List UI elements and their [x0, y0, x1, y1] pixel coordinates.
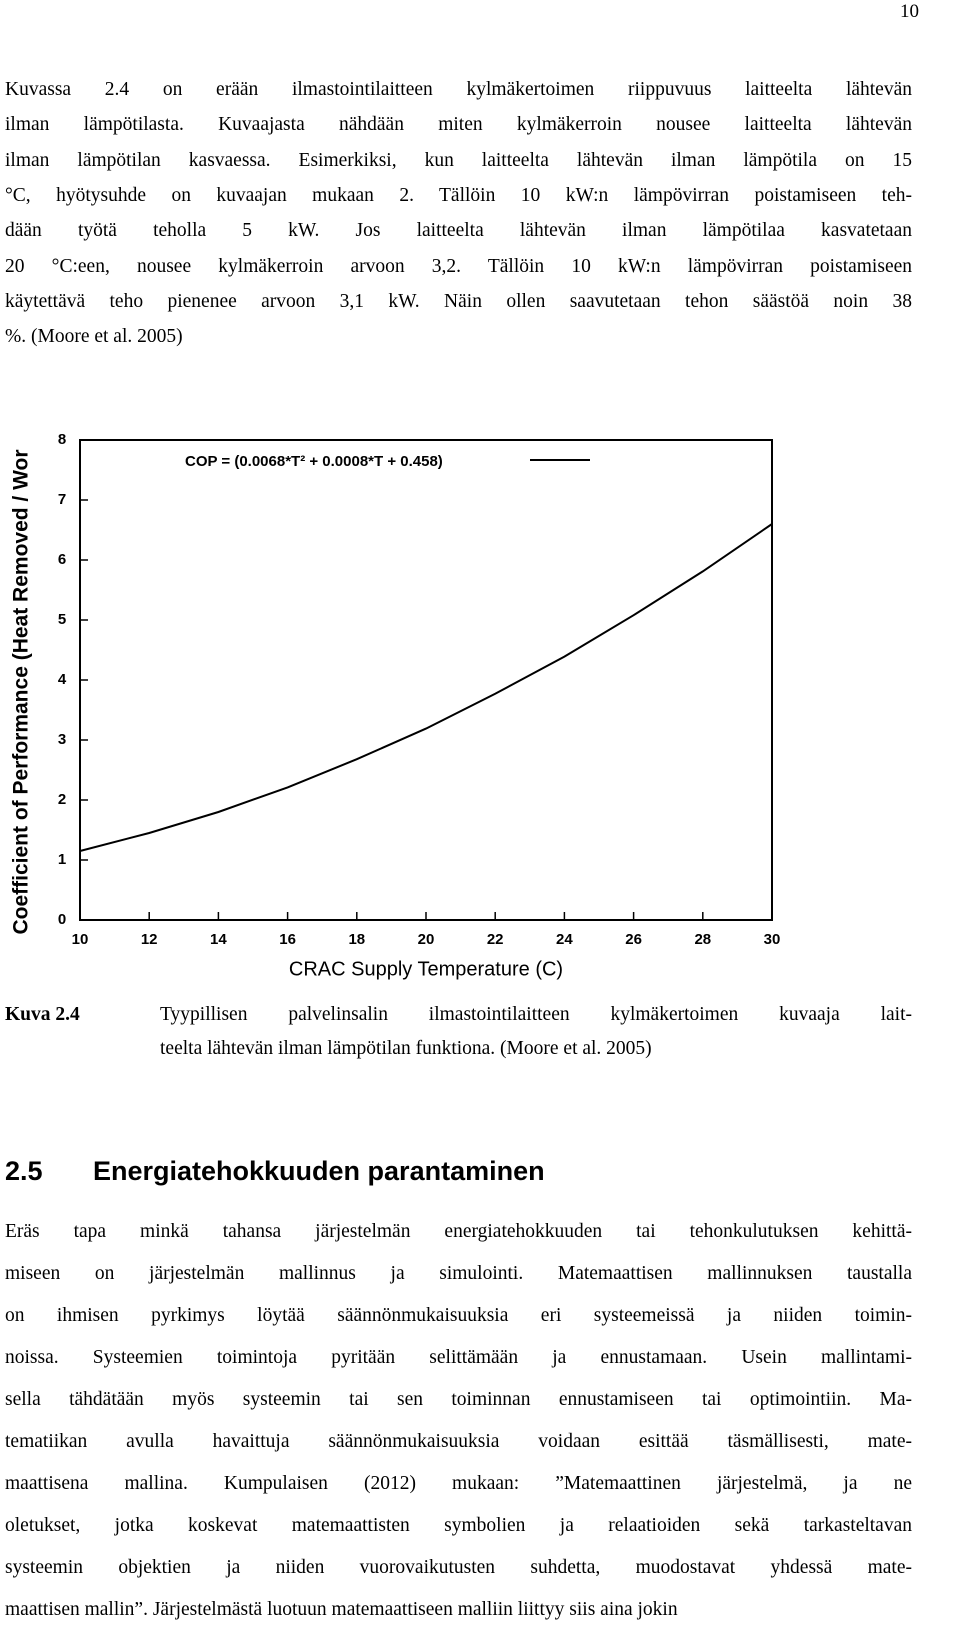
text-line: systeemin objektien ja niiden vuorovaiku…: [5, 1557, 912, 1578]
text-line: 20 °C:een, nousee kylmäkerroin arvoon 3,…: [5, 255, 912, 277]
section-number: 2.5: [5, 1156, 43, 1186]
x-tick-label: 18: [348, 931, 365, 948]
text-line: %. (Moore et al. 2005): [5, 326, 183, 348]
x-axis-label: CRAC Supply Temperature (C): [289, 958, 563, 980]
line-series: [79, 523, 773, 852]
caption-line: teelta lähtevän ilman lämpötilan funktio…: [160, 1038, 652, 1059]
y-tick-label: 4: [58, 671, 67, 688]
text-line: ilman lämpötilasta. Kuvaajasta nähdään m…: [5, 114, 912, 136]
text-line: käytettävä teho pienenee arvoon 3,1 kW. …: [5, 290, 912, 312]
text-line: dään työtä teholla 5 kW. Jos laitteelta …: [5, 220, 912, 242]
x-tick-label: 30: [764, 931, 781, 948]
y-tick-label: 5: [58, 611, 66, 628]
x-tick-label: 10: [72, 931, 89, 948]
text-line: noissa. Systeemien toimintoja pyritään s…: [5, 1347, 912, 1368]
text-line: oletukset, jotka koskevat matemaattisten…: [5, 1515, 912, 1536]
x-tick-label: 24: [556, 931, 573, 948]
y-tick-label: 8: [58, 431, 66, 448]
page-number: 10: [900, 1, 919, 22]
x-tick-label: 28: [694, 931, 711, 948]
caption-line: Tyypillisen palvelinsalin ilmastointilai…: [160, 1004, 912, 1025]
plot-frame: [79, 439, 773, 921]
text-line: maattisen mallin”. Järjestelmästä luotuu…: [5, 1599, 678, 1620]
text-line: Eräs tapa minkä tahansa järjestelmän ene…: [5, 1221, 912, 1242]
legend-label: COP = (0.0068*T² + 0.0008*T + 0.458): [185, 453, 443, 470]
x-tick-label: 12: [141, 931, 158, 948]
text-line: maattisena mallina. Kumpulaisen (2012) m…: [5, 1473, 912, 1494]
x-tick-label: 20: [418, 931, 435, 948]
text-line: sella tähdätään myös systeemin tai sen t…: [5, 1389, 912, 1410]
text-line: ilman lämpötilan kasvaessa. Esimerkiksi,…: [5, 149, 912, 171]
text-line: on ihmisen pyrkimys löytää säännönmukais…: [5, 1305, 912, 1326]
y-axis-label: Coefficient of Performance (Heat Removed…: [10, 449, 33, 934]
x-tick-label: 26: [625, 931, 642, 948]
text-line: °C, hyötysuhde on kuvaajan mukaan 2. Täl…: [5, 184, 912, 206]
x-tick-label: 14: [210, 931, 227, 948]
text-line: miseen on järjestelmän mallinnus ja simu…: [5, 1263, 912, 1284]
y-tick-label: 3: [58, 731, 66, 748]
y-tick-label: 7: [58, 491, 66, 508]
caption-label: Kuva 2.4: [5, 1004, 80, 1025]
section-title: Energiatehokkuuden parantaminen: [93, 1156, 545, 1186]
x-tick-label: 16: [279, 931, 296, 948]
text-line: Kuvassa 2.4 on erään ilmastointilaitteen…: [5, 79, 912, 100]
text-line: tematiikan avulla havaittuja säännönmuka…: [5, 1431, 912, 1452]
y-tick-label: 1: [58, 851, 66, 868]
y-tick-label: 2: [58, 791, 66, 808]
x-tick-label: 22: [487, 931, 504, 948]
y-tick-label: 6: [58, 551, 66, 568]
y-tick-label: 0: [58, 911, 66, 928]
